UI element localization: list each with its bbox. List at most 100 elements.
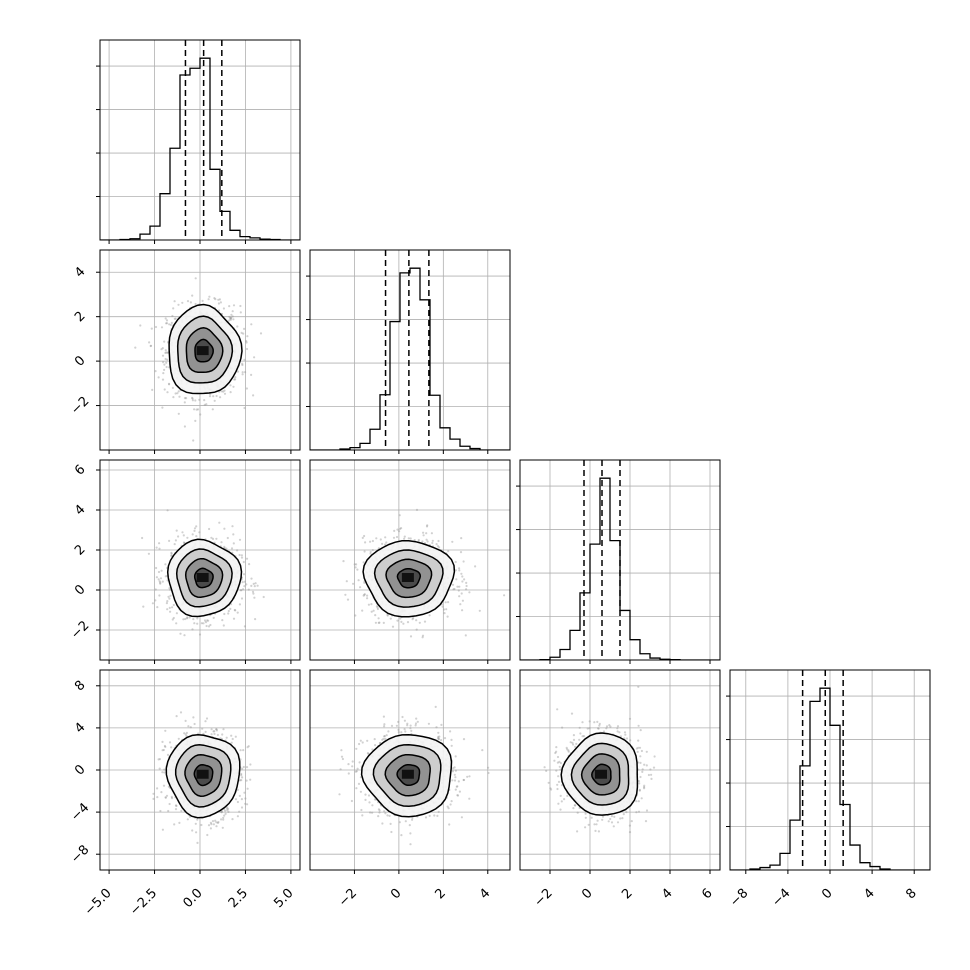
scatter-point-1-2-925 [459, 551, 463, 554]
scatter-point-0-1-159 [163, 368, 166, 371]
scatter-point-0-3-100 [220, 811, 223, 814]
scatter-point-0-3-245 [193, 722, 196, 726]
scatter-point-1-2-223 [422, 534, 425, 537]
scatter-point-1-2-950 [354, 614, 357, 617]
scatter-point-0-1-714 [167, 382, 171, 385]
scatter-point-1-3-205 [448, 823, 451, 826]
scatter-point-0-3-862 [184, 719, 187, 723]
scatter-point-0-3-1078 [238, 810, 241, 813]
scatter-point-0-3-1076 [162, 784, 166, 787]
scatter-point-1-2-850 [436, 545, 440, 548]
scatter-point-0-3-834 [240, 779, 243, 782]
scatter-point-0-1-1031 [171, 314, 174, 318]
scatter-point-1-2-872 [425, 532, 428, 535]
scatter-point-0-3-404 [162, 748, 165, 752]
scatter-point-0-3-297 [240, 772, 243, 776]
scatter-point-1-2-758 [437, 539, 440, 543]
scatter-point-1-2-721 [457, 589, 460, 592]
scatter-point-0-1-706 [245, 347, 249, 351]
scatter-point-0-3-952 [196, 841, 199, 845]
scatter-point-1-2-832 [465, 584, 468, 588]
scatter-point-0-2-162 [223, 545, 226, 549]
scatter-point-1-2-424 [354, 566, 357, 569]
hist-panel-2 [516, 459, 721, 664]
scatter-point-0-1-1086 [250, 373, 253, 376]
scatter-point-1-2-246 [409, 635, 413, 638]
scatter-point-0-1-989 [205, 403, 208, 406]
scatter-point-0-1-718 [154, 325, 158, 329]
scatter-point-1-2-266 [381, 542, 384, 546]
scatter-point-0-3-532 [243, 791, 246, 794]
scatter-point-0-1-538 [259, 332, 263, 335]
scatter-point-0-3-536 [177, 737, 180, 740]
scatter-point-0-1-221 [232, 385, 235, 388]
scatter-point-1-2-1060 [430, 532, 433, 535]
scatter-point-0-1-761 [231, 310, 234, 313]
scatter-point-1-2-736 [369, 552, 372, 555]
scatter-point-0-1-943 [168, 323, 171, 326]
scatter-point-0-1-497 [172, 396, 175, 399]
scatter-point-0-3-323 [221, 733, 224, 736]
scatter-point-1-2-848 [478, 609, 481, 612]
scatter-point-1-2-732 [441, 605, 444, 608]
scatter-point-0-2-175 [154, 588, 157, 591]
scatter-point-0-1-167 [229, 316, 232, 319]
scatter-point-0-1-319 [177, 390, 180, 393]
scatter-point-0-2-704 [141, 536, 144, 540]
scatter-point-0-3-809 [210, 733, 213, 736]
scatter-point-1-2-897 [361, 609, 364, 612]
scatter-point-0-2-516 [158, 580, 161, 583]
scatter-point-1-2-346 [421, 634, 425, 637]
scatter-point-0-1-289 [185, 397, 188, 400]
scatter-point-0-3-265 [186, 818, 189, 821]
scatter-point-0-2-269 [182, 541, 185, 544]
scatter-point-1-2-617 [409, 537, 412, 540]
scatter-point-1-2-271 [465, 581, 468, 585]
scatter-point-1-2-1022 [458, 567, 461, 570]
scatter-point-0-1-175 [139, 324, 142, 327]
scatter-point-0-1-1077 [134, 346, 137, 349]
scatter-point-0-3-112 [249, 778, 252, 781]
scatter-point-1-2-444 [461, 580, 464, 583]
scatter-point-0-3-772 [225, 807, 228, 810]
scatter-point-0-2-697 [168, 606, 171, 610]
scatter-point-0-3-675 [224, 809, 227, 812]
scatter-point-1-2-592 [366, 597, 369, 600]
scatter-point-0-2-943 [166, 608, 169, 611]
scatter-point-0-3-19 [210, 728, 213, 731]
scatter-point-0-3-768 [246, 746, 249, 749]
scatter-point-1-2-1090 [503, 594, 506, 597]
scatter-point-1-2-37 [400, 620, 403, 624]
scatter-point-0-1-1039 [162, 361, 165, 364]
scatter-point-0-2-127 [202, 622, 205, 625]
scatter-point-1-3-48 [371, 804, 374, 807]
scatter-point-0-1-712 [242, 332, 245, 335]
scatter-point-0-1-418 [154, 370, 157, 373]
scatter-point-1-3-340 [451, 770, 454, 773]
scatter-point-0-2-772 [193, 529, 196, 533]
scatter-point-0-1-36 [166, 351, 169, 354]
scatter-point-0-2-854 [169, 610, 172, 613]
scatter-point-0-2-522 [158, 542, 161, 545]
scatter-point-1-2-1059 [371, 549, 374, 552]
scatter-point-1-3-37 [378, 809, 381, 812]
scatter-point-0-2-332 [170, 554, 173, 557]
scatter-point-0-2-1032 [169, 594, 172, 597]
scatter-point-0-1-1010 [173, 300, 176, 303]
scatter-point-0-3-690 [220, 818, 223, 821]
scatter-point-0-3-284 [215, 728, 218, 731]
scatter-point-1-2-770 [438, 546, 441, 549]
scatter-point-0-2-1023 [174, 539, 177, 542]
scatter-point-0-2-319 [147, 552, 150, 555]
scatter-point-0-3-172 [164, 745, 167, 749]
scatter-point-0-3-274 [185, 731, 188, 735]
scatter-point-0-3-343 [217, 821, 220, 824]
scatter-point-0-1-1069 [151, 388, 154, 391]
scatter-point-0-1-262 [183, 425, 186, 428]
scatter-point-0-1-1021 [234, 376, 237, 379]
scatter-point-0-3-320 [223, 814, 226, 817]
scatter-point-0-1-829 [194, 399, 197, 402]
panel-frame-1-2 [309, 459, 511, 661]
hist-panel-0 [96, 39, 301, 244]
